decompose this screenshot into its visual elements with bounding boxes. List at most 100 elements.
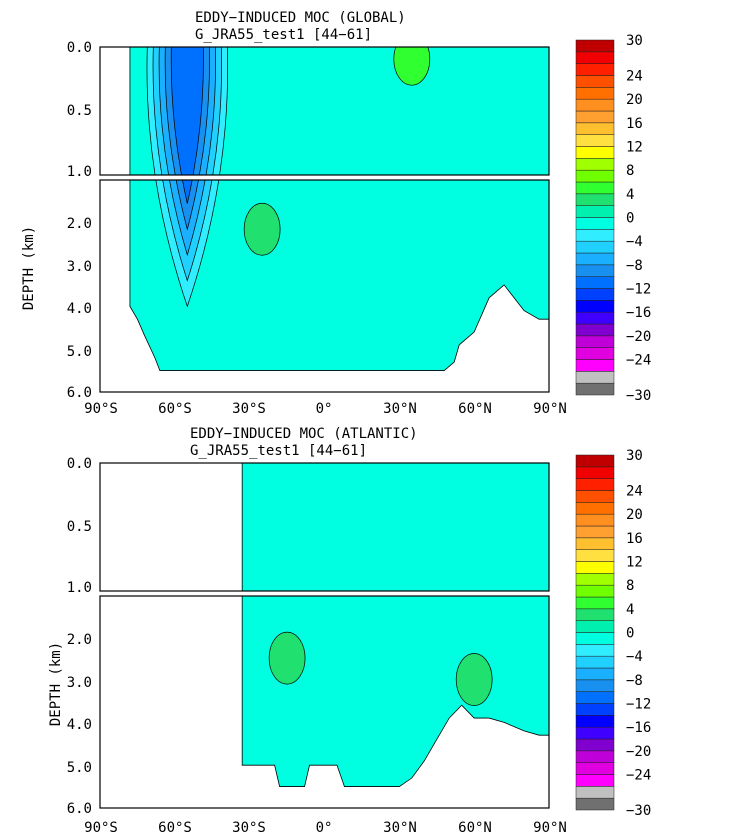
y-tick-label: 5.0	[67, 344, 92, 360]
colorbar-label: 12	[626, 140, 643, 156]
colorbar-swatch	[575, 655, 615, 669]
colorbar-swatch	[575, 276, 615, 289]
colorbar-swatch	[575, 490, 615, 503]
y-tick-labels: 0.0 0.5 1.0 2.0 3.0 4.0 5.0 6.0	[67, 456, 92, 817]
colorbar-swatch	[575, 502, 615, 515]
colorbar-swatch	[575, 715, 615, 728]
y-tick-label: 0.5	[67, 103, 92, 119]
colorbar-swatch	[575, 87, 615, 100]
x-tick-label: 30°N	[383, 401, 417, 417]
x-tick-label: 30°S	[232, 820, 266, 836]
colorbar-swatch	[575, 478, 615, 491]
chart-subtitle: G_JRA55_test1 [44−61]	[195, 27, 372, 43]
colorbar-swatch	[575, 240, 615, 254]
colorbar-swatch	[575, 679, 615, 692]
colorbar-swatch	[575, 51, 615, 64]
colorbar-swatch	[575, 193, 615, 206]
colorbar-swatch	[575, 620, 615, 633]
colorbar-swatch	[575, 229, 615, 242]
colorbar-label: 8	[626, 578, 634, 594]
colorbar-label: 12	[626, 555, 643, 571]
colorbar-label: −12	[626, 282, 651, 298]
contour-cell	[170, 47, 204, 175]
y-tick-label: 0.0	[67, 456, 92, 472]
colorbar-label: −8	[626, 258, 643, 274]
colorbar-swatch	[575, 158, 615, 171]
y-tick-label: 2.0	[67, 216, 92, 232]
y-tick-label: 0.5	[67, 519, 92, 535]
x-tick-label: 0°	[316, 401, 333, 417]
colorbar-swatch	[575, 738, 615, 752]
colorbar-label: 16	[626, 531, 643, 547]
moc-field-atlantic	[241, 463, 549, 787]
colorbar-swatch	[575, 786, 615, 799]
y-tick-label: 1.0	[67, 580, 92, 596]
contour-cell	[175, 180, 199, 231]
colorbar-swatch	[575, 75, 615, 88]
panel-atlantic: EDDY−INDUCED MOC (ATLANTIC) G_JRA55_test…	[48, 426, 651, 836]
y-tick-label: 3.0	[67, 675, 92, 691]
panel-global: EDDY−INDUCED MOC (GLOBAL) G_JRA55_test1 …	[21, 10, 651, 417]
colorbar-swatch	[575, 667, 615, 681]
colorbar-swatch	[575, 288, 615, 301]
y-tick-label: 6.0	[67, 801, 92, 817]
y-tick-label: 6.0	[67, 385, 92, 401]
x-tick-label: 0°	[316, 820, 333, 836]
colorbar-label: 20	[626, 507, 643, 523]
colorbar-swatch	[575, 561, 615, 574]
x-tick-label: 60°S	[158, 820, 192, 836]
colorbar-swatch	[575, 252, 615, 266]
moc-field-global	[129, 47, 549, 371]
x-tick-label: 60°N	[458, 820, 492, 836]
colorbar-swatch	[575, 146, 615, 159]
x-tick-labels: 90°S 60°S 30°S 0° 30°N 60°N 90°N	[84, 401, 567, 417]
colorbar-label: 0	[626, 626, 634, 642]
colorbar-swatch	[575, 371, 615, 384]
colorbar-swatch	[575, 703, 615, 716]
colorbar-swatch	[575, 264, 615, 277]
x-tick-label: 90°S	[84, 401, 118, 417]
colorbar-swatch	[575, 217, 615, 230]
colorbar-atlantic: 30 24 20 16 12 8 4 0 −4 −8 −12 −16 −20 −24 −30	[575, 448, 651, 819]
colorbar-label: −30	[626, 803, 651, 819]
contour-cell	[243, 202, 281, 256]
x-tick-label: 90°S	[84, 820, 118, 836]
colorbar-label: −24	[626, 768, 651, 784]
y-axis-label: DEPTH (km)	[21, 226, 37, 310]
x-tick-label: 60°S	[158, 401, 192, 417]
contour-cell	[455, 653, 493, 706]
y-tick-label: 0.0	[67, 40, 92, 56]
colorbar-swatch	[575, 335, 615, 348]
colorbar-label: 4	[626, 602, 634, 618]
contour-cell	[268, 631, 306, 685]
colorbar-label: −4	[626, 649, 643, 665]
colorbar-swatch	[575, 63, 615, 76]
x-tick-labels: 90°S 60°S 30°S 0° 30°N 60°N 90°N	[84, 820, 567, 836]
upper-plot-frame	[99, 462, 550, 592]
colorbar-label: 16	[626, 116, 643, 132]
y-tick-label: 1.0	[67, 164, 92, 180]
colorbar-swatch	[575, 181, 615, 195]
colorbar-swatch	[575, 300, 615, 313]
colorbar-swatch	[575, 537, 615, 550]
colorbar-swatch	[575, 596, 615, 610]
colorbar-swatch	[575, 513, 615, 527]
colorbar-label: −20	[626, 329, 651, 345]
colorbar-swatch	[575, 573, 615, 586]
colorbar-label: −16	[626, 305, 651, 321]
lower-plot-frame	[99, 595, 550, 809]
ocean-domain	[129, 47, 549, 175]
colorbar-swatch	[575, 774, 615, 787]
y-tick-label: 4.0	[67, 301, 92, 317]
y-tick-label: 4.0	[67, 717, 92, 733]
colorbar-swatch	[575, 382, 615, 396]
x-tick-label: 30°S	[232, 401, 266, 417]
colorbar-swatch	[575, 797, 615, 811]
colorbar-label: 30	[626, 448, 643, 464]
colorbar-label: −8	[626, 673, 643, 689]
x-tick-label: 30°N	[383, 820, 417, 836]
ocean-domain	[241, 463, 549, 591]
contour-cell	[393, 47, 431, 86]
colorbar-swatch	[575, 169, 615, 183]
